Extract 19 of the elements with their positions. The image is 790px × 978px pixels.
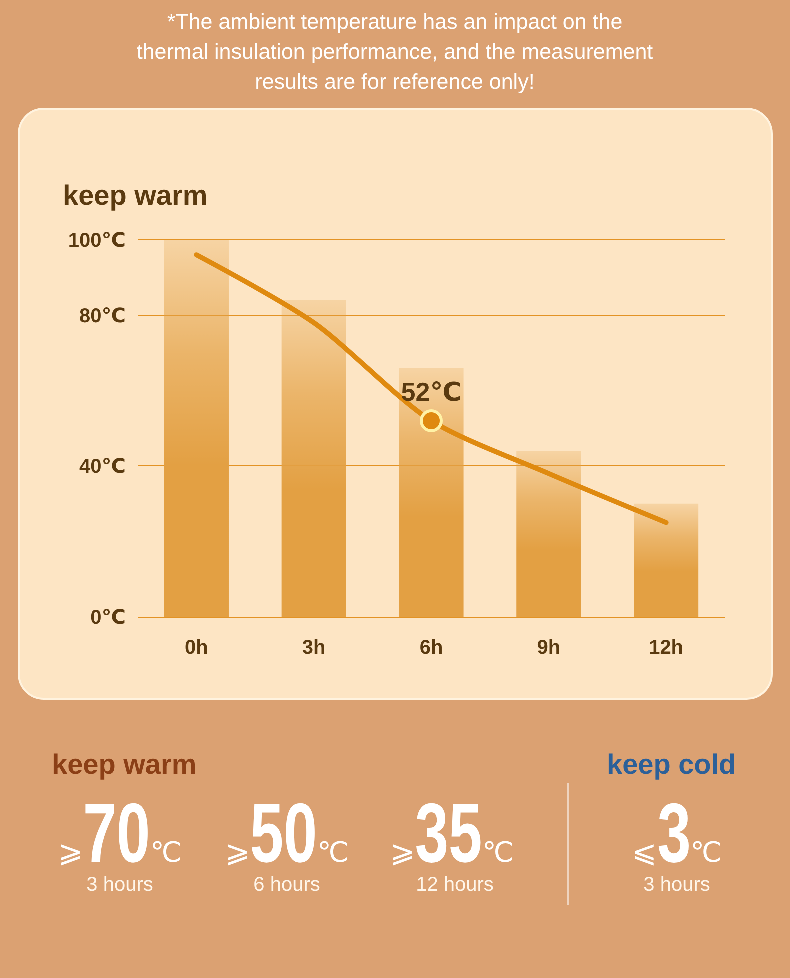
x-tick-label: 12h [649, 637, 684, 660]
data-label: 52℃ [401, 376, 462, 407]
bar [516, 451, 582, 617]
bar [164, 240, 229, 617]
chart-title: keep warm [63, 180, 208, 211]
y-tick-label: 80℃ [80, 305, 126, 328]
y-tick-label: 0℃ [90, 607, 126, 629]
text: keep cold [607, 748, 736, 782]
bar [282, 300, 346, 617]
bar [399, 368, 464, 617]
text: *The ambient temperature has an impact on the thermal insulation performance, and the measurement results are for reference only! [136, 9, 654, 96]
bar [634, 504, 699, 617]
text: keep warm [52, 748, 197, 782]
x-tick-label: 0h [185, 637, 208, 660]
x-tick-label: 9h [537, 637, 561, 660]
x-tick-label: 3h [302, 637, 326, 660]
x-tick-label: 6h [420, 637, 444, 660]
y-tick-label: 40℃ [80, 456, 126, 478]
y-tick-label: 100℃ [68, 230, 126, 252]
